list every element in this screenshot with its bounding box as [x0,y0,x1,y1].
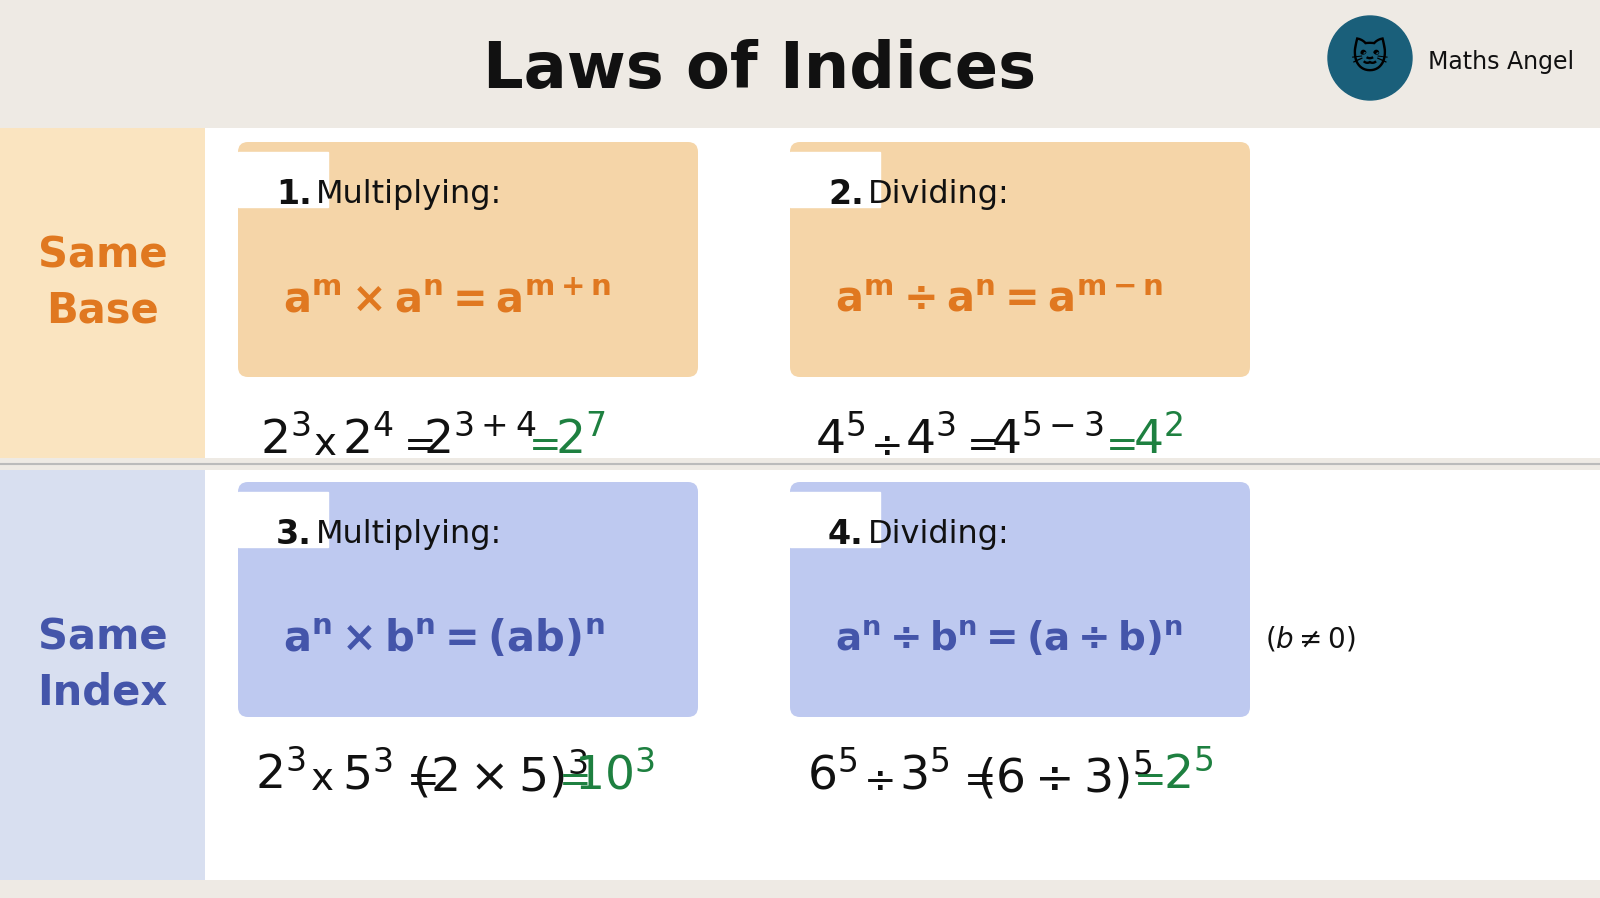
Bar [205,128,1600,458]
Text: 4.: 4. [829,517,864,550]
Text: $6^5$: $6^5$ [806,751,858,799]
Text: $=$: $=$ [398,760,437,798]
Text: $=$: $=$ [958,425,997,463]
Text: $4^{5-3}$: $4^{5-3}$ [990,417,1104,463]
Text: $=$: $=$ [955,760,994,798]
Text: x: x [310,760,333,798]
Bar [0,128,205,458]
Text: $\div$: $\div$ [870,425,901,463]
Text: $\div$: $\div$ [862,760,893,798]
Text: $2^3$: $2^3$ [254,752,306,798]
Text: Multiplying:: Multiplying: [317,179,502,209]
Circle shape [1328,16,1413,100]
FancyBboxPatch shape [238,482,698,717]
Text: 1.: 1. [277,178,312,210]
Bar [205,470,1600,880]
Polygon shape [790,492,880,547]
Text: 3.: 3. [277,517,312,550]
Bar [0,470,205,880]
Polygon shape [238,152,328,207]
FancyBboxPatch shape [790,482,1250,717]
Text: $\mathbf{a^n \times b^n = (ab)^n}$: $\mathbf{a^n \times b^n = (ab)^n}$ [283,618,605,660]
Text: x: x [314,425,336,463]
Text: $\mathbf{a^m \times a^n = a^{m+n}}$: $\mathbf{a^m \times a^n = a^{m+n}}$ [283,278,611,320]
Text: $3^5$: $3^5$ [899,751,949,799]
Polygon shape [238,492,328,547]
Text: $2^5$: $2^5$ [1163,751,1213,799]
Text: 2.: 2. [829,178,864,210]
Text: $4^3$: $4^3$ [904,417,955,463]
Text: $\mathbf{a^m \div a^n = a^{m-n}}$: $\mathbf{a^m \div a^n = a^{m-n}}$ [835,278,1163,320]
Text: $5^3$: $5^3$ [341,752,392,798]
Text: $4^5$: $4^5$ [814,416,866,464]
FancyBboxPatch shape [790,142,1250,377]
Text: Laws of Indices: Laws of Indices [483,39,1037,101]
Text: $(6 \div 3)^5$: $(6 \div 3)^5$ [978,748,1152,802]
Text: $4^2$: $4^2$ [1133,417,1182,463]
Text: $=$: $=$ [1098,425,1136,463]
Bar [0,880,1600,898]
Text: $2^3$: $2^3$ [259,417,310,463]
Text: $=$: $=$ [395,425,434,463]
Text: Dividing:: Dividing: [867,518,1010,550]
Text: $2^4$: $2^4$ [342,416,394,464]
Text: $\mathbf{a^n \div b^n = (a \div b)^n}$: $\mathbf{a^n \div b^n = (a \div b)^n}$ [835,620,1182,658]
Text: Dividing:: Dividing: [867,179,1010,209]
Text: $=$: $=$ [550,760,589,798]
Text: Same
Index: Same Index [37,616,168,714]
FancyBboxPatch shape [238,142,698,377]
Text: Same
Base: Same Base [38,234,168,331]
Text: $10^3$: $10^3$ [573,752,654,798]
Text: Maths Angel: Maths Angel [1429,50,1574,74]
Text: $2^7$: $2^7$ [555,416,605,464]
Text: $=$: $=$ [522,425,558,463]
Text: $2^{3+4}$: $2^{3+4}$ [424,417,536,463]
Text: $(b \neq 0)$: $(b \neq 0)$ [1266,624,1355,654]
Text: Multiplying:: Multiplying: [317,518,502,550]
Text: $=$: $=$ [1126,760,1165,798]
Polygon shape [790,152,880,207]
Text: 🐱: 🐱 [1350,43,1389,77]
Text: $(2 \times 5)^3$: $(2 \times 5)^3$ [413,749,587,802]
